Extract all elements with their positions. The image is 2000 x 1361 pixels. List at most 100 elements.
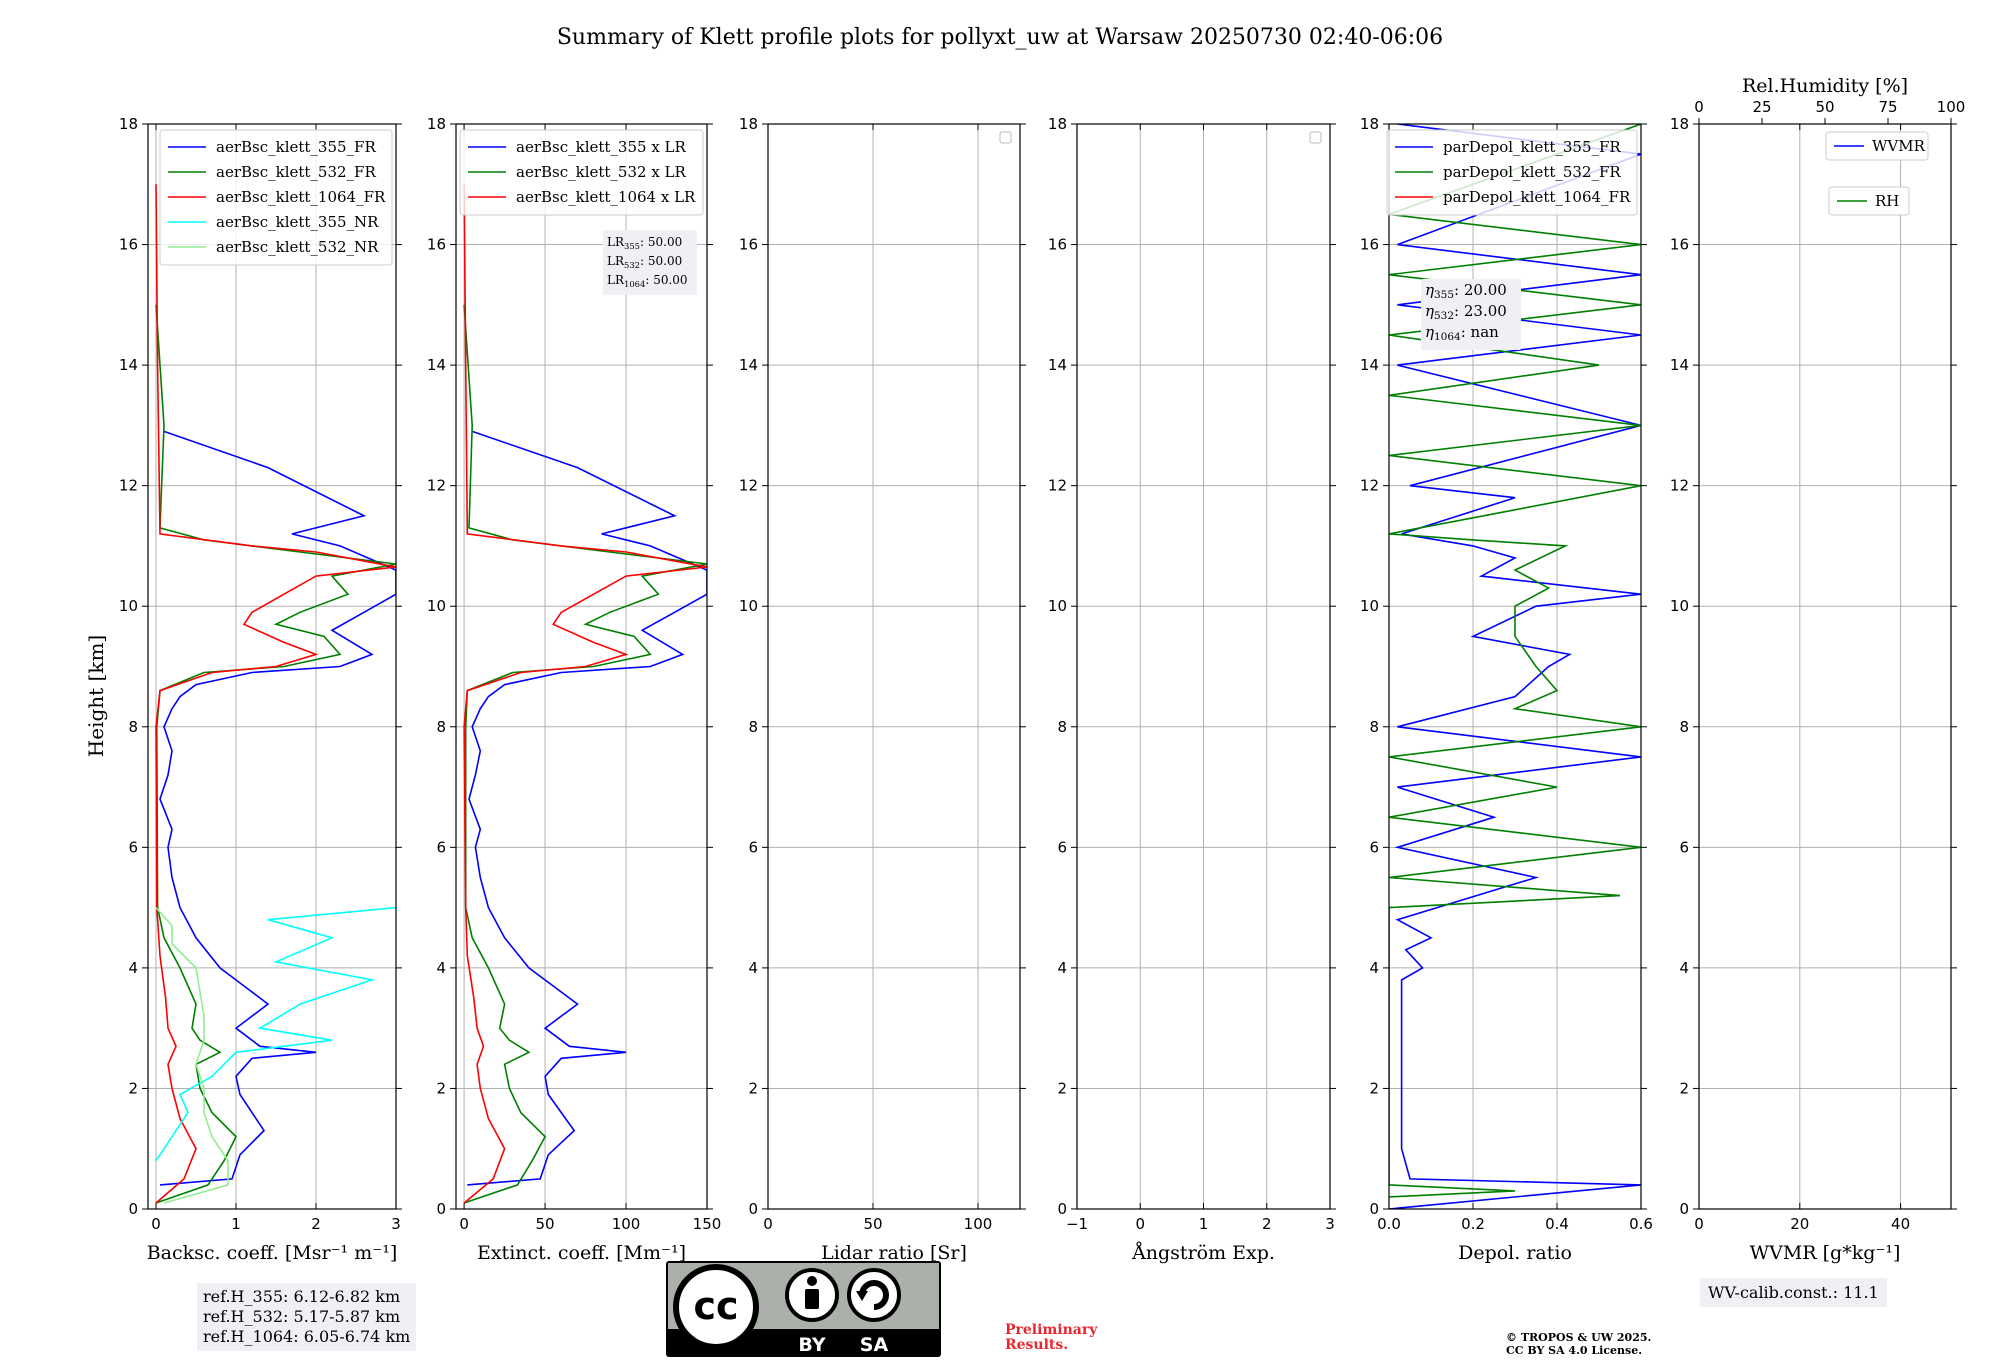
y-tick-label: 2 <box>128 1079 138 1097</box>
y-tick-label: 14 <box>1048 356 1067 374</box>
series-line-aerBsc_klett_355_FR <box>159 430 396 1186</box>
y-tick-label: 8 <box>436 718 446 736</box>
y-tick-label: 0 <box>1679 1200 1689 1218</box>
x-tick-label: 0 <box>1135 1215 1145 1233</box>
series-line-aerBsc_klett_532_NR <box>155 907 229 1204</box>
y-tick-label: 2 <box>1679 1079 1689 1097</box>
y-tick-label: 14 <box>427 356 446 374</box>
x2-tick-label: 0 <box>1694 98 1704 116</box>
x-tick-label: −1 <box>1066 1215 1088 1233</box>
empty-legend-box <box>1309 131 1322 144</box>
x2-tick-label: 25 <box>1752 98 1771 116</box>
y-tick-label: 4 <box>1057 959 1067 977</box>
y-tick-label: 6 <box>1679 838 1689 856</box>
series-group <box>463 184 707 1204</box>
y-tick-label: 8 <box>748 718 758 736</box>
chart-panel-6: 0 20 40 0 2 4 6 8 10 12 14 16 18 WVMR [g*kg⁻¹] 0 25 50 75… <box>1670 75 1965 1264</box>
series-line-aerBsc_klett_532_FR <box>155 304 396 1204</box>
x-axis-label: WVMR [g*kg⁻¹] <box>1750 1242 1901 1264</box>
y-axis-label: Height [km] <box>84 635 108 757</box>
axes-frame <box>1388 123 1642 1210</box>
series-line-aerBsc_klett_532 x LR <box>463 304 707 1204</box>
x-tick-label: 0.6 <box>1629 1215 1653 1233</box>
x-axis-label: Extinct. coeff. [Mm⁻¹] <box>477 1242 686 1264</box>
x-tick-label: 0.0 <box>1377 1215 1401 1233</box>
annotation-label: η355: 20.00 <box>1425 281 1507 301</box>
y-tick-label: 14 <box>1360 356 1379 374</box>
y-tick-label: 18 <box>1360 115 1379 133</box>
y-tick-label: 8 <box>1369 718 1379 736</box>
copyright-line-1: © TROPOS & UW 2025. <box>1506 1331 1652 1344</box>
annotation-label: LR355: 50.00 <box>607 235 682 251</box>
y-tick-label: 12 <box>1048 477 1067 495</box>
series-line-parDepol_klett_355_FR <box>1389 124 1641 1209</box>
y-tick-label: 16 <box>1670 236 1689 254</box>
x-tick-label: 150 <box>693 1215 722 1233</box>
y-tick-label: 4 <box>436 959 446 977</box>
license-by: BY <box>798 1334 825 1356</box>
annotation-label: LR532: 50.00 <box>607 254 682 270</box>
y-tick-label: 4 <box>1679 959 1689 977</box>
ref-height-355: ref.H_355: 6.12-6.82 km <box>203 1287 401 1306</box>
ref-height-532: ref.H_532: 5.17-5.87 km <box>203 1307 401 1326</box>
y-tick-label: 18 <box>1048 115 1067 133</box>
x-tick-label: 1 <box>231 1215 241 1233</box>
x-tick-label: 3 <box>391 1215 401 1233</box>
series-group <box>155 184 396 1204</box>
y-tick-label: 2 <box>748 1079 758 1097</box>
legend-label: RH <box>1875 192 1899 210</box>
x2-axis-label: Rel.Humidity [%] <box>1742 75 1908 97</box>
x-tick-label: 40 <box>1891 1215 1910 1233</box>
x-tick-label: 0 <box>151 1215 161 1233</box>
legend-box <box>1825 131 1929 161</box>
x2-tick-label: 75 <box>1878 98 1897 116</box>
wv-calib-box: WV-calib.const.: 11.1 <box>1700 1278 1887 1307</box>
legend-label: aerBsc_klett_1064 x LR <box>516 188 696 206</box>
x-tick-label: 2 <box>1262 1215 1272 1233</box>
y-tick-label: 2 <box>1369 1079 1379 1097</box>
preliminary-line-2: Results. <box>1005 1337 1069 1353</box>
legend-label: aerBsc_klett_355_FR <box>216 138 376 156</box>
axes-frame <box>455 123 708 1210</box>
y-tick-label: 6 <box>436 838 446 856</box>
y-tick-label: 12 <box>739 477 758 495</box>
preliminary-line-1: Preliminary <box>1005 1322 1098 1338</box>
series-line-aerBsc_klett_1064_FR <box>155 184 396 1204</box>
y-tick-label: 16 <box>119 236 138 254</box>
y-tick-label: 6 <box>128 838 138 856</box>
x2-tick-label: 100 <box>1937 98 1966 116</box>
y-tick-label: 12 <box>119 477 138 495</box>
y-tick-label: 12 <box>1360 477 1379 495</box>
axes-frame <box>767 123 1021 1210</box>
x-tick-label: 0 <box>763 1215 773 1233</box>
x-tick-label: 100 <box>964 1215 993 1233</box>
annotation-label: η532: 23.00 <box>1425 302 1507 322</box>
y-tick-label: 2 <box>1057 1079 1067 1097</box>
x-tick-label: 50 <box>863 1215 882 1233</box>
legend-box <box>1828 186 1910 216</box>
y-tick-label: 12 <box>427 477 446 495</box>
x-tick-label: 0.2 <box>1461 1215 1485 1233</box>
y-tick-label: 8 <box>128 718 138 736</box>
legend-label: aerBsc_klett_355 x LR <box>516 138 687 156</box>
ref-height-1064: ref.H_1064: 6.05-6.74 km <box>203 1327 411 1346</box>
y-tick-label: 4 <box>128 959 138 977</box>
legend-label: aerBsc_klett_532_NR <box>216 238 379 256</box>
y-tick-label: 10 <box>1048 597 1067 615</box>
y-tick-label: 16 <box>739 236 758 254</box>
y-tick-label: 14 <box>119 356 138 374</box>
chart-panel-2: 0 50 100 150 0 2 4 6 8 10 12 14 16 18 Extinct. coeff. … <box>427 115 721 1264</box>
y-tick-label: 6 <box>1057 838 1067 856</box>
legend-label: aerBsc_klett_532_FR <box>216 163 376 181</box>
x-tick-label: 2 <box>311 1215 321 1233</box>
x-tick-label: 3 <box>1325 1215 1335 1233</box>
axes-frame <box>147 123 397 1210</box>
y-tick-label: 6 <box>748 838 758 856</box>
y-tick-label: 2 <box>436 1079 446 1097</box>
reference-heights-box: ref.H_355: 6.12-6.82 km ref.H_532: 5.17-… <box>197 1283 417 1351</box>
y-tick-label: 0 <box>128 1200 138 1218</box>
x2-tick-label: 50 <box>1815 98 1834 116</box>
y-tick-label: 10 <box>119 597 138 615</box>
